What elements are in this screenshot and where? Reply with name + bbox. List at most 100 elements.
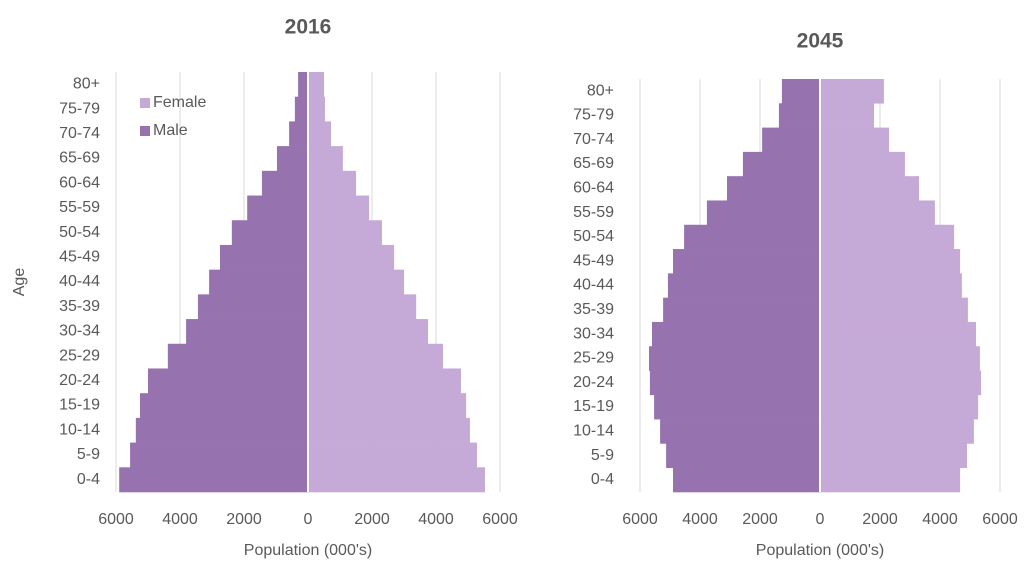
y-tick-label: 10-14 [573,422,614,439]
bar [308,121,332,147]
y-tick-label: 80+ [73,76,100,93]
y-tick-label: 55-59 [59,199,100,216]
bar [308,195,370,221]
x-tick-label: 2000 [862,511,898,528]
bar [820,249,961,274]
bar [778,103,820,128]
y-tick-label: 60-64 [59,174,100,191]
y-tick-label: 75-79 [573,107,614,124]
y-tick-label: 25-29 [573,350,614,367]
y-tick-label: 0-4 [77,471,100,488]
bar [820,297,968,323]
y-tick-label: 70-74 [59,125,100,142]
bar [820,467,961,493]
y-tick-label: 60-64 [573,180,614,197]
bar [762,127,820,153]
y-tick-label: 50-54 [573,228,614,245]
bar [308,170,356,196]
bar [135,417,308,443]
y-tick-label: 40-44 [59,273,100,290]
x-tick-label: 0 [304,511,313,528]
bar [247,195,308,221]
bar [820,273,962,298]
y-tick-label: 35-39 [59,298,100,315]
y-tick-label: 0-4 [591,471,614,488]
y-tick-label: 50-54 [59,224,100,241]
bar [652,321,820,347]
bar [167,343,308,369]
chart-title: 2045 [797,30,844,53]
bar [820,370,982,396]
bar [820,321,976,347]
bar [820,394,979,420]
x-tick-label: 0 [816,511,825,528]
bar [308,244,395,270]
bar [308,343,444,369]
bar [148,368,308,394]
bar [308,319,428,345]
y-tick-label: 30-34 [59,323,100,340]
bar [308,467,485,493]
bar [649,370,820,396]
y-tick-label: 5-9 [77,446,100,463]
bar [820,127,889,153]
bar [220,244,308,270]
x-axis-label: Population (000's) [756,542,884,559]
x-tick-label: 6000 [98,511,134,528]
bar [706,200,820,226]
bar [820,79,884,104]
y-tick-label: 15-19 [59,397,100,414]
bar [298,72,308,98]
y-tick-label: 20-24 [59,372,100,389]
legend-label: Female [153,94,206,111]
bar [130,442,308,468]
y-tick-label: 5-9 [591,447,614,464]
bar [308,269,404,295]
bar [820,103,874,128]
bar [197,294,308,320]
x-axis-label: Population (000's) [244,542,372,559]
bar [209,269,308,295]
bar [289,121,308,147]
legend-swatch [140,98,150,108]
bar [660,419,820,444]
x-tick-label: 4000 [682,511,718,528]
bar [673,467,820,493]
x-tick-label: 6000 [482,511,518,528]
bar [308,393,467,419]
bar [308,72,324,98]
bar [261,170,308,196]
y-tick-label: 65-69 [59,150,100,167]
bar [308,96,325,122]
y-tick-label: 70-74 [573,131,614,148]
y-tick-label: 20-24 [573,374,614,391]
bar [231,220,308,246]
chart-title: 2016 [285,16,332,39]
x-tick-label: 6000 [622,511,658,528]
bar [663,297,820,323]
bar [308,220,382,246]
bar [673,249,820,274]
bar [140,393,308,419]
x-tick-label: 4000 [418,511,454,528]
y-axis-label: Age [11,268,28,297]
x-tick-label: 2000 [742,511,778,528]
bar [742,151,820,177]
bar [666,443,820,469]
bar [276,146,308,172]
bar [186,319,308,345]
y-tick-label: 55-59 [573,204,614,221]
y-tick-label: 15-19 [573,398,614,415]
bar [119,467,308,493]
y-tick-label: 45-49 [573,252,614,269]
bar [820,176,919,201]
y-tick-label: 80+ [587,82,614,99]
bar [820,151,905,177]
bar [820,224,955,250]
x-tick-label: 2000 [226,511,262,528]
bar [308,294,417,320]
bar [308,368,461,394]
bar [684,224,820,250]
y-tick-label: 25-29 [59,347,100,364]
